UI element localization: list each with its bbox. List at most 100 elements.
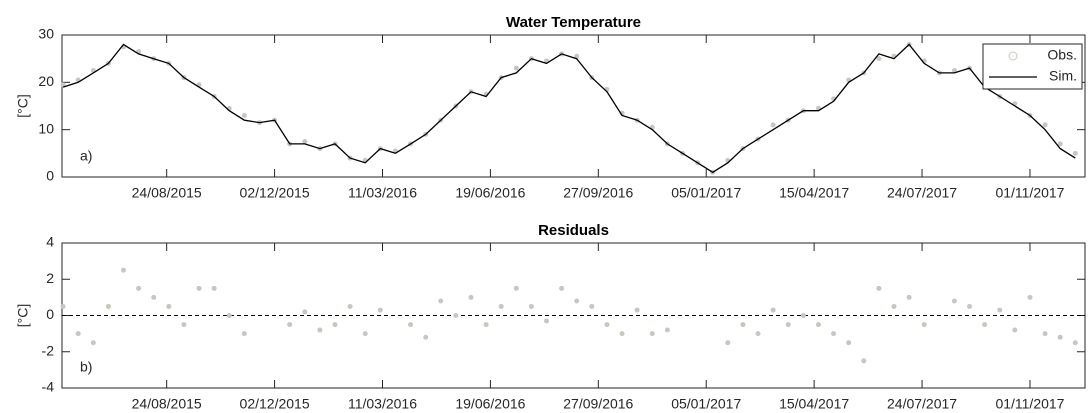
residual-point <box>785 322 791 328</box>
residual-point <box>906 294 912 300</box>
y-tick-label: 0 <box>46 306 54 322</box>
x-tick-label: 19/06/2016 <box>455 185 525 201</box>
residual-point <box>589 303 595 309</box>
obs-point <box>1042 122 1048 128</box>
residual-point <box>1042 331 1048 337</box>
residual-point <box>287 322 293 328</box>
residual-point <box>513 285 519 291</box>
obs-point <box>1072 150 1078 156</box>
residual-point <box>891 303 897 309</box>
residual-point <box>151 294 157 300</box>
x-tick-label: 11/03/2016 <box>348 185 417 201</box>
x-tick-label: 11/03/2016 <box>348 396 417 412</box>
y-tick-label: 10 <box>38 120 54 136</box>
residual-point <box>649 331 655 337</box>
legend-box <box>982 43 1083 90</box>
residual-point <box>136 285 142 291</box>
obs-point <box>1057 141 1063 147</box>
chart-title: Residuals <box>538 222 609 239</box>
y-tick-label: 2 <box>46 270 54 286</box>
x-tick-label: 27/09/2016 <box>563 185 633 201</box>
x-tick-label: 15/04/2017 <box>779 396 849 412</box>
panel-label: a) <box>80 148 92 164</box>
residual-point <box>408 322 414 328</box>
residual-point <box>755 331 761 337</box>
residual-point <box>483 322 489 328</box>
residual-point <box>921 322 927 328</box>
x-tick-label: 19/06/2016 <box>455 396 525 412</box>
obs-point <box>302 139 308 144</box>
residual-point <box>302 309 308 315</box>
y-tick-label: -4 <box>42 379 55 395</box>
obs-point <box>513 65 519 71</box>
legend-label: Obs. <box>1047 47 1077 63</box>
x-tick-label: 24/07/2017 <box>887 185 957 201</box>
obs-point <box>951 68 957 73</box>
residual-point <box>166 303 172 309</box>
residual-point <box>1057 334 1063 340</box>
x-tick-label: 02/12/2015 <box>240 396 310 412</box>
x-tick-label: 01/11/2017 <box>995 185 1064 201</box>
residual-point <box>332 322 338 328</box>
residual-point <box>347 303 353 309</box>
residual-point <box>876 285 882 291</box>
residual-point <box>544 318 550 324</box>
residual-point <box>1072 340 1078 346</box>
residual-point <box>967 303 973 309</box>
residual-point <box>997 307 1003 313</box>
residual-point <box>725 340 731 346</box>
y-axis-label: [°C] <box>15 304 31 328</box>
residual-point <box>861 358 867 364</box>
sim-line <box>62 43 1076 174</box>
obs-point <box>770 122 776 128</box>
x-tick-label: 05/01/2017 <box>671 396 741 412</box>
obs-point <box>241 112 247 118</box>
residual-point <box>453 313 459 318</box>
y-tick-label: -2 <box>42 342 55 358</box>
residual-point <box>1027 294 1033 300</box>
residual-point <box>377 307 383 313</box>
y-axis-label: [°C] <box>15 94 31 118</box>
x-tick-label: 24/07/2017 <box>887 396 957 412</box>
residual-point <box>317 327 323 333</box>
residual-point <box>181 322 187 328</box>
residual-point <box>770 307 776 313</box>
y-tick-label: 20 <box>38 73 54 89</box>
residual-point <box>468 294 474 300</box>
residual-point <box>831 331 837 337</box>
residual-point <box>800 313 806 318</box>
residual-point <box>982 322 988 328</box>
x-tick-label: 05/01/2017 <box>671 185 741 201</box>
plot-frame <box>61 34 1086 178</box>
residual-point <box>362 331 368 337</box>
residual-point <box>740 322 746 328</box>
residual-point <box>846 340 852 346</box>
residual-point <box>634 307 640 313</box>
residual-point <box>60 303 66 309</box>
panel-label: b) <box>80 359 92 375</box>
residual-point <box>664 327 670 333</box>
x-tick-label: 01/11/2017 <box>995 396 1064 412</box>
legend: Obs. Sim. <box>982 43 1083 90</box>
residual-point <box>241 331 247 337</box>
residual-point <box>438 298 444 304</box>
residual-point <box>574 298 580 304</box>
residual-point <box>815 322 821 328</box>
x-tick-label: 24/08/2015 <box>132 396 202 412</box>
residual-point <box>1012 327 1018 333</box>
residual-point <box>90 340 96 346</box>
residual-point <box>951 298 957 304</box>
y-tick-label: 0 <box>46 168 54 184</box>
x-tick-label: 15/04/2017 <box>779 185 849 201</box>
residual-point <box>604 322 610 328</box>
x-tick-label: 02/12/2015 <box>240 185 310 201</box>
residual-point <box>559 285 565 291</box>
y-tick-label: 4 <box>46 234 54 250</box>
residual-point <box>121 267 127 273</box>
residual-point <box>528 303 534 309</box>
residual-point <box>619 331 625 337</box>
residual-point <box>226 313 232 318</box>
residual-point <box>196 285 202 291</box>
obs-point <box>876 56 882 62</box>
